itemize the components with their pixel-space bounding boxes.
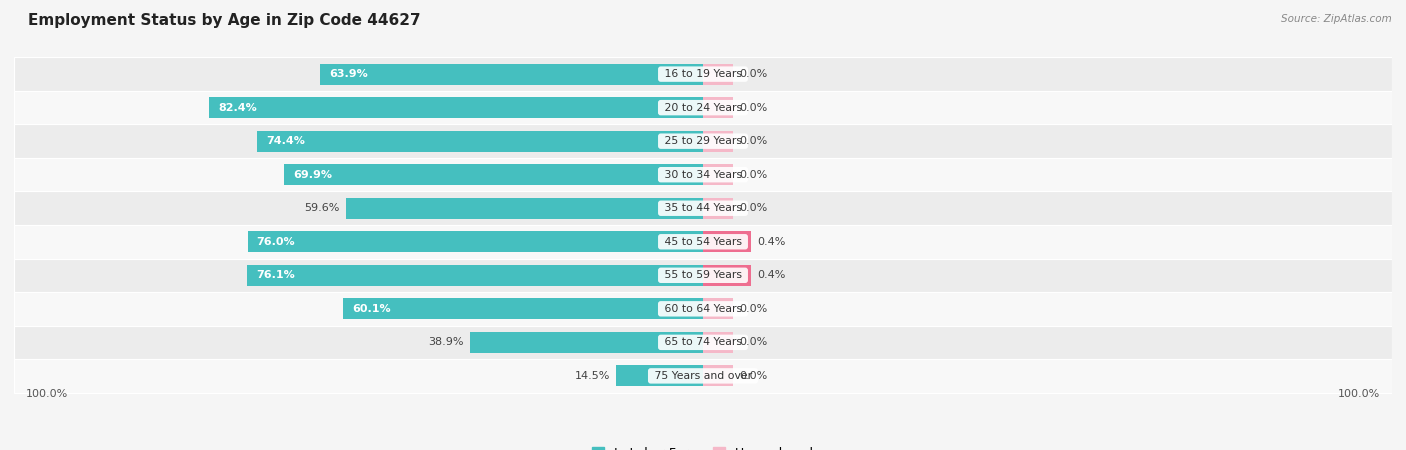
Text: Source: ZipAtlas.com: Source: ZipAtlas.com [1281,14,1392,23]
Text: 16 to 19 Years: 16 to 19 Years [661,69,745,79]
Bar [14,158,1392,191]
Text: 0.4%: 0.4% [756,270,786,280]
Text: 76.1%: 76.1% [256,270,295,280]
Bar [14,57,1392,91]
Text: 0.0%: 0.0% [740,304,768,314]
Text: Employment Status by Age in Zip Code 44627: Employment Status by Age in Zip Code 446… [28,14,420,28]
Text: 55 to 59 Years: 55 to 59 Years [661,270,745,280]
Bar [257,131,703,152]
Bar [14,225,1392,259]
Text: 60.1%: 60.1% [352,304,391,314]
Bar [703,164,733,185]
Text: 69.9%: 69.9% [294,170,332,180]
Text: 0.0%: 0.0% [740,338,768,347]
Bar [616,365,703,386]
Bar [247,231,703,252]
Bar [703,298,733,319]
Bar [703,231,751,252]
Bar [14,259,1392,292]
Text: 0.0%: 0.0% [740,170,768,180]
Text: 65 to 74 Years: 65 to 74 Years [661,338,745,347]
Bar [14,292,1392,326]
Bar [14,191,1392,225]
Bar [703,332,733,353]
Text: 20 to 24 Years: 20 to 24 Years [661,103,745,112]
Bar [703,265,751,286]
Bar [343,298,703,319]
Text: 45 to 54 Years: 45 to 54 Years [661,237,745,247]
Text: 35 to 44 Years: 35 to 44 Years [661,203,745,213]
Bar [321,64,703,85]
Bar [284,164,703,185]
Bar [209,97,703,118]
Text: 100.0%: 100.0% [27,389,69,399]
Text: 100.0%: 100.0% [1337,389,1379,399]
Text: 63.9%: 63.9% [329,69,368,79]
Bar [703,131,733,152]
Text: 0.0%: 0.0% [740,136,768,146]
Text: 0.4%: 0.4% [756,237,786,247]
Bar [703,64,733,85]
Bar [703,198,733,219]
Text: 30 to 34 Years: 30 to 34 Years [661,170,745,180]
Text: 0.0%: 0.0% [740,103,768,112]
Bar [14,91,1392,124]
Text: 38.9%: 38.9% [429,338,464,347]
Bar [346,198,703,219]
Text: 59.6%: 59.6% [305,203,340,213]
Text: 75 Years and over: 75 Years and over [651,371,755,381]
Legend: In Labor Force, Unemployed: In Labor Force, Unemployed [586,442,820,450]
Text: 0.0%: 0.0% [740,371,768,381]
Bar [247,265,703,286]
Bar [703,365,733,386]
Text: 14.5%: 14.5% [575,371,610,381]
Bar [14,359,1392,393]
Text: 82.4%: 82.4% [218,103,257,112]
Text: 25 to 29 Years: 25 to 29 Years [661,136,745,146]
Bar [14,124,1392,158]
Text: 76.0%: 76.0% [257,237,295,247]
Text: 60 to 64 Years: 60 to 64 Years [661,304,745,314]
Text: 0.0%: 0.0% [740,203,768,213]
Bar [703,97,733,118]
Text: 0.0%: 0.0% [740,69,768,79]
Bar [470,332,703,353]
Bar [14,326,1392,359]
Text: 74.4%: 74.4% [266,136,305,146]
